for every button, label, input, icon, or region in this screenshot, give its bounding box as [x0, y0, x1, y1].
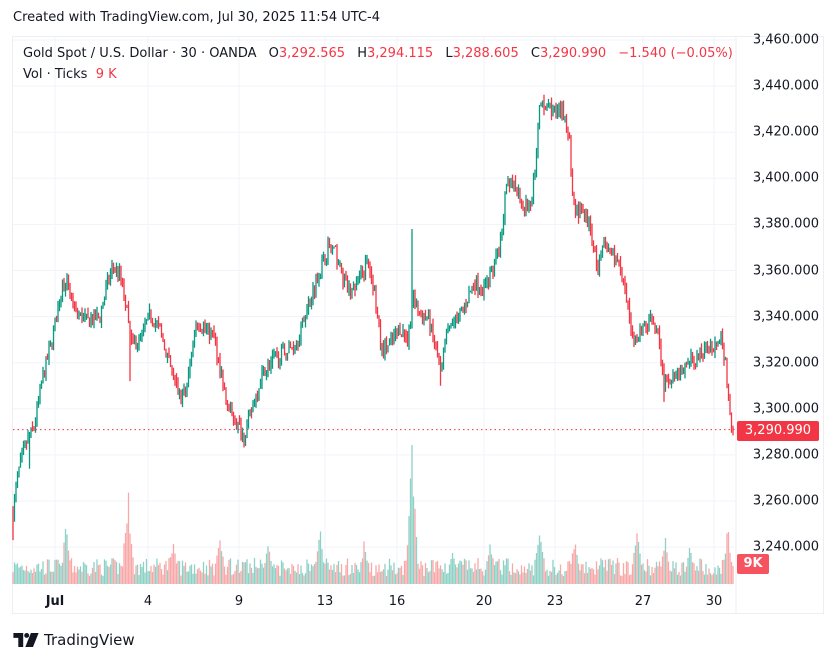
price-axis-label: 3,380.000: [752, 216, 819, 232]
tradingview-brand[interactable]: TradingView: [44, 631, 135, 649]
footer: TradingView: [13, 631, 135, 649]
time-axis-label: 13: [316, 594, 334, 609]
price-axis-label: 3,300.000: [752, 401, 819, 417]
open-value: 3,292.565: [278, 46, 346, 61]
volume-tag: 9K: [737, 554, 769, 574]
time-axis-label: 16: [388, 594, 406, 609]
time-axis-label: 27: [634, 594, 652, 609]
price-axis-label: 3,440.000: [752, 78, 819, 94]
symbol-legend: Gold Spot / U.S. Dollar · 30 · OANDA O3,…: [23, 46, 733, 61]
low-value: 3,288.605: [452, 46, 519, 61]
close-label: C: [530, 46, 540, 61]
time-axis-label: 4: [143, 594, 153, 609]
price-axis-label: 3,240.000: [752, 539, 819, 555]
close-value: 3,290.990: [539, 46, 607, 61]
price-axis-label: 3,360.000: [752, 263, 819, 278]
price-axis-label: 3,340.000: [752, 309, 819, 325]
last-price-tag: 3,290.990: [737, 421, 819, 441]
symbol-name[interactable]: Gold Spot / U.S. Dollar · 30 · OANDA: [23, 46, 257, 61]
volume-legend: Vol · Ticks 9 K: [23, 67, 117, 82]
tradingview-logo-icon: [13, 633, 39, 647]
high-label: H: [357, 46, 367, 61]
change-value: −1.540 (−0.05%): [618, 46, 733, 61]
low-label: L: [445, 46, 453, 61]
chart-frame[interactable]: [12, 36, 824, 614]
time-axis-label: 20: [475, 594, 493, 609]
price-axis-label: 3,400.000: [752, 170, 819, 186]
price-axis-label: 3,260.000: [752, 493, 819, 509]
time-axis-label: Jul: [45, 594, 65, 609]
volume-label[interactable]: Vol · Ticks: [23, 67, 88, 82]
price-axis-label: 3,460.000: [752, 32, 819, 48]
created-with-caption: Created with TradingView.com, Jul 30, 20…: [13, 10, 380, 25]
time-axis-label: 23: [546, 594, 564, 609]
price-axis-label: 3,320.000: [752, 355, 819, 371]
volume-bars: [12, 444, 734, 584]
price-axis-label: 3,420.000: [752, 124, 819, 140]
candles: [12, 94, 734, 541]
time-axis-label: 9: [234, 594, 244, 609]
price-axis-label: 3,280.000: [752, 447, 819, 463]
volume-value: 9 K: [95, 67, 117, 82]
time-axis-label: 30: [705, 594, 723, 609]
open-label: O: [268, 46, 279, 61]
high-value: 3,294.115: [367, 46, 434, 61]
